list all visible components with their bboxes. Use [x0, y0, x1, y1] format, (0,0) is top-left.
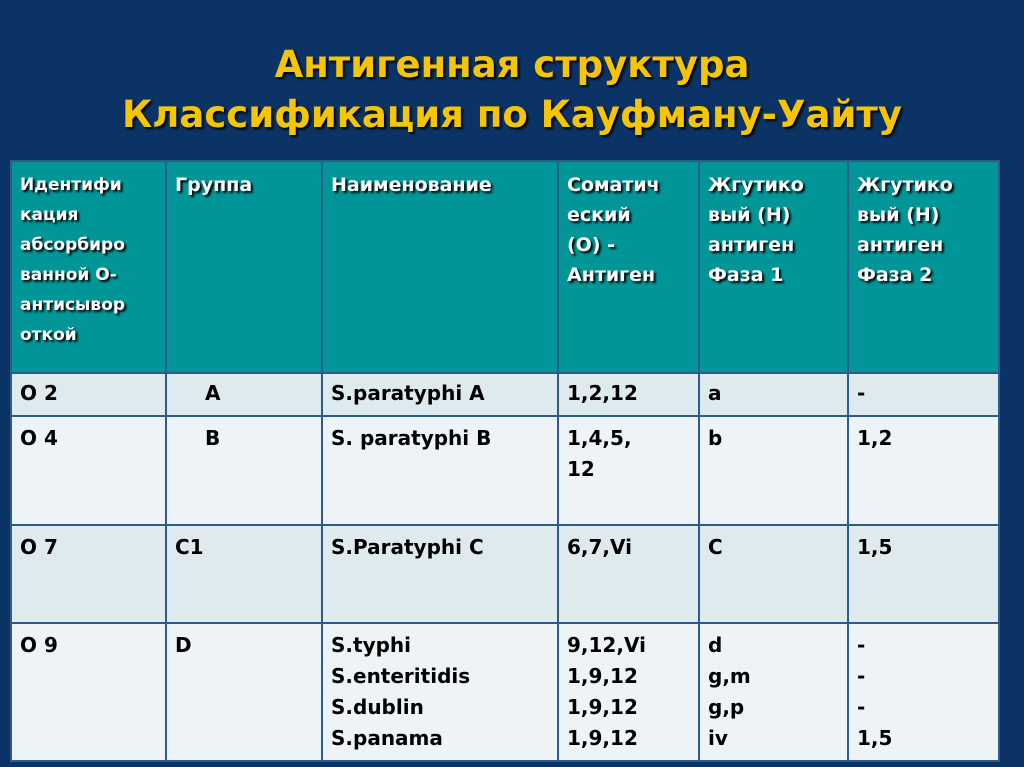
cell-phase-2: 1,2	[847, 415, 1000, 526]
cell-phase-1: a	[698, 372, 849, 417]
header-o-antiserum: Идентифи кация абсорбиро ванной О- антис…	[10, 160, 167, 374]
cell-phase-1: C	[698, 524, 849, 624]
cell-name: S.typhi S.enteritidis S.dublin S.panama	[321, 622, 559, 762]
cell-group: C1	[165, 524, 323, 624]
cell-o-antiserum: О 4	[10, 415, 167, 526]
header-somatic-antigen: Соматич еский (О) - Антиген	[557, 160, 700, 374]
kauffmann-white-table: Идентифи кация абсорбиро ванной О- антис…	[10, 160, 1000, 762]
cell-phase-1: b	[698, 415, 849, 526]
title-line-2: Классификация по Кауфману-Уайту	[122, 93, 902, 136]
slide-title: Антигенная структура Классификация по Ка…	[0, 40, 1024, 140]
cell-phase-1: d g,m g,p iv	[698, 622, 849, 762]
cell-name: S.Paratyphi C	[321, 524, 559, 624]
cell-phase-2: -	[847, 372, 1000, 417]
cell-somatic: 1,4,5, 12	[557, 415, 700, 526]
header-h-antigen-phase-1: Жгутико вый (Н) антиген Фаза 1	[698, 160, 849, 374]
cell-phase-2: 1,5	[847, 524, 1000, 624]
title-line-1: Антигенная структура	[274, 43, 750, 86]
cell-o-antiserum: О 9	[10, 622, 167, 762]
cell-o-antiserum: О 2	[10, 372, 167, 417]
cell-group: D	[165, 622, 323, 762]
table-row: О 7 C1 S.Paratyphi C 6,7,Vi C 1,5	[10, 524, 1000, 624]
cell-group: A	[165, 372, 323, 417]
cell-o-antiserum: О 7	[10, 524, 167, 624]
table-header-row: Идентифи кация абсорбиро ванной О- антис…	[10, 160, 1000, 374]
table-row: О 2 A S.paratyphi A 1,2,12 a -	[10, 372, 1000, 417]
header-name: Наименование	[321, 160, 559, 374]
cell-somatic: 6,7,Vi	[557, 524, 700, 624]
table-row: О 4 B S. paratyphi B 1,4,5, 12 b 1,2	[10, 415, 1000, 526]
header-group: Группа	[165, 160, 323, 374]
header-h-antigen-phase-2: Жгутико вый (Н) антиген Фаза 2	[847, 160, 1000, 374]
cell-name: S. paratyphi B	[321, 415, 559, 526]
cell-group: B	[165, 415, 323, 526]
cell-name: S.paratyphi A	[321, 372, 559, 417]
cell-somatic: 1,2,12	[557, 372, 700, 417]
table-row: О 9 D S.typhi S.enteritidis S.dublin S.p…	[10, 622, 1000, 762]
cell-somatic: 9,12,Vi 1,9,12 1,9,12 1,9,12	[557, 622, 700, 762]
cell-phase-2: - - - 1,5	[847, 622, 1000, 762]
